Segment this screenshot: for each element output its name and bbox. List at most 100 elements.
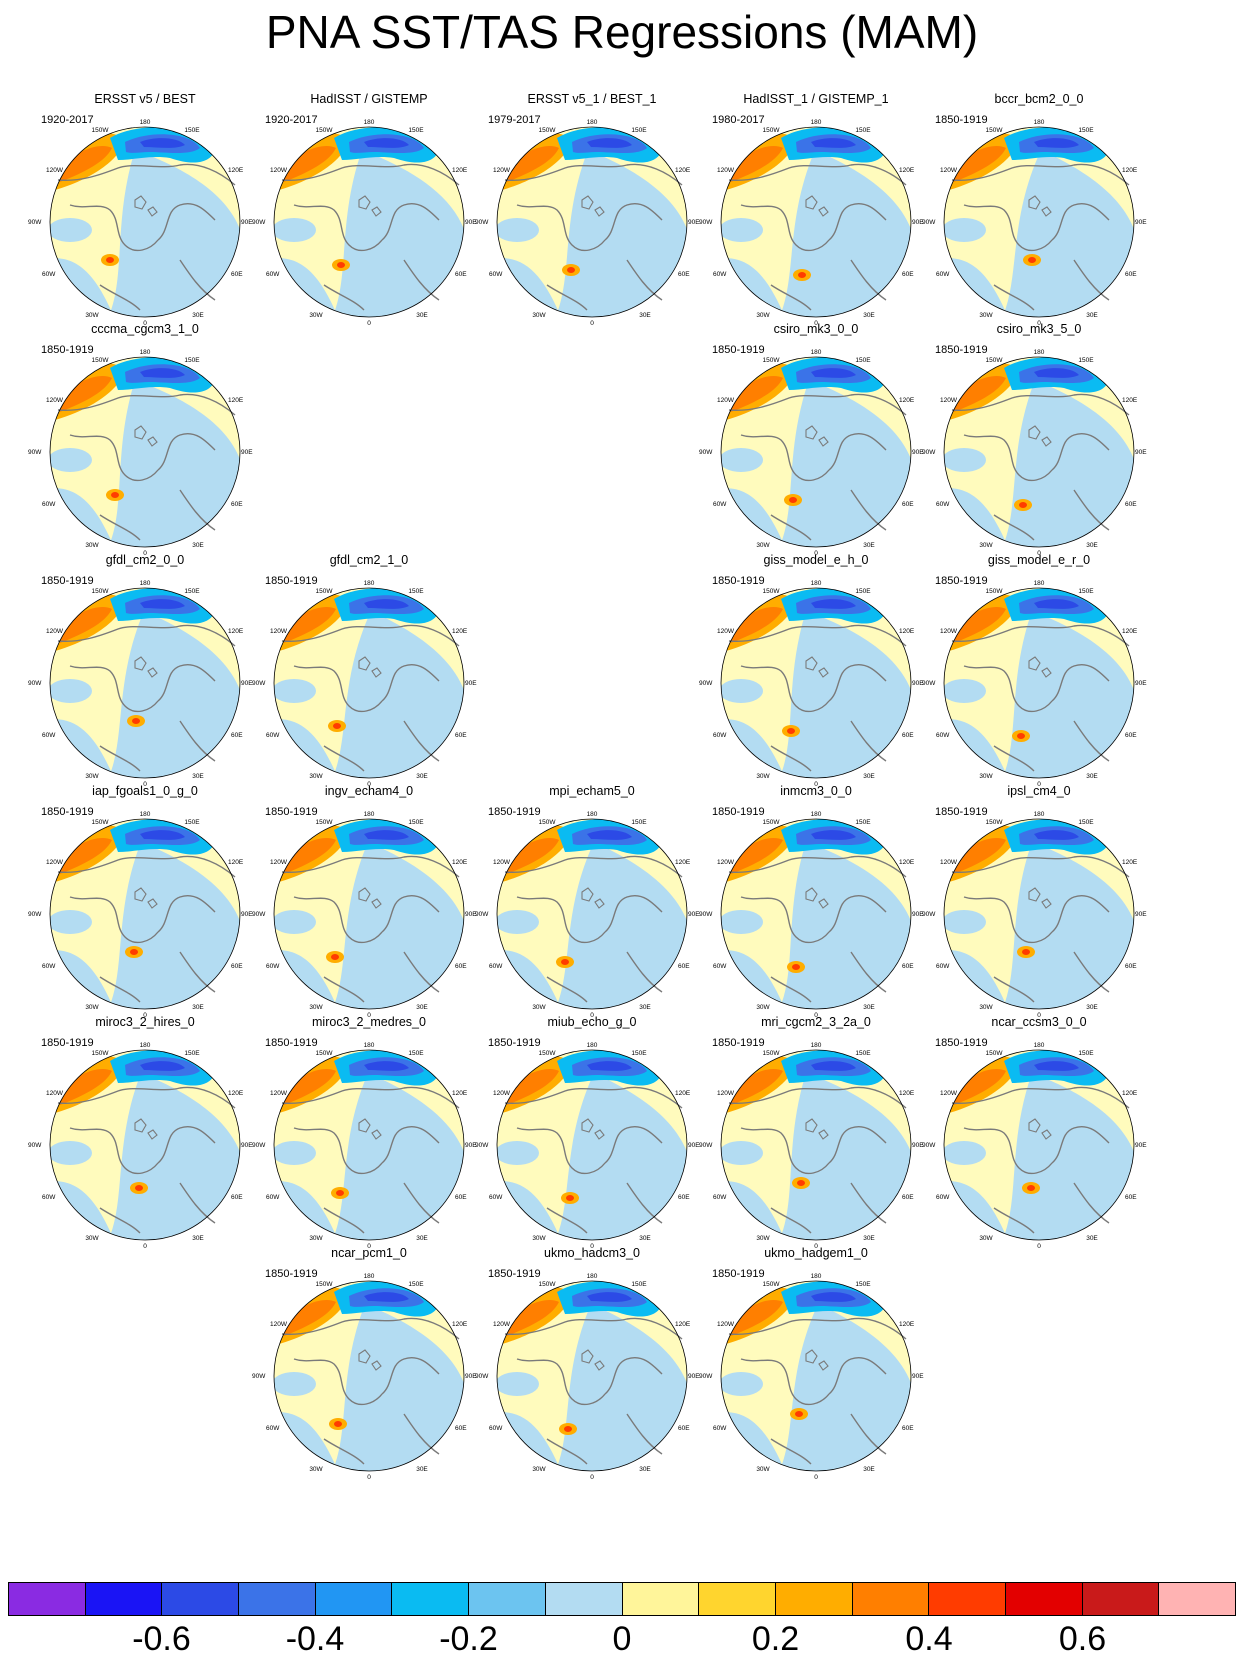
longitude-label: 60W — [713, 963, 727, 970]
longitude-label: 30E — [1086, 312, 1098, 319]
longitude-label: 180 — [1034, 1042, 1045, 1049]
longitude-label: 0 — [590, 1243, 594, 1250]
panel-period: 1850-1919 — [265, 575, 318, 587]
longitude-label: 120W — [46, 167, 64, 174]
longitude-label: 30W — [309, 1004, 323, 1011]
longitude-label: 120W — [493, 167, 511, 174]
longitude-label: 60E — [231, 271, 243, 278]
longitude-label: 30W — [532, 1235, 546, 1242]
longitude-label: 150W — [763, 1281, 781, 1288]
longitude-label: 90E — [912, 219, 924, 226]
longitude-label: 180 — [140, 349, 151, 356]
longitude-label: 90E — [688, 219, 700, 226]
longitude-label: 60W — [42, 732, 56, 739]
longitude-label: 30W — [85, 1235, 99, 1242]
panel-period: 1850-1919 — [935, 575, 988, 587]
longitude-label: 90E — [912, 911, 924, 918]
longitude-label: 120W — [46, 1090, 64, 1097]
panel-title: ukmo_hadgem1_0 — [764, 1246, 868, 1260]
longitude-label: 180 — [140, 811, 151, 818]
longitude-label: 90W — [699, 1373, 713, 1380]
longitude-label: 150W — [316, 819, 334, 826]
map-panel: csiro_mk3_5_0 180 150W 150E 120W 120E 90W 90E 60… — [922, 322, 1147, 562]
longitude-label: 180 — [811, 811, 822, 818]
colorbar-tick-label: 0.2 — [751, 1620, 800, 1658]
longitude-label: 90W — [699, 1142, 713, 1149]
longitude-label: 60E — [902, 501, 914, 508]
longitude-label: 150W — [986, 588, 1004, 595]
longitude-label: 30W — [309, 1235, 323, 1242]
longitude-label: 120E — [899, 1090, 915, 1097]
longitude-label: 120E — [899, 859, 915, 866]
longitude-label: 90W — [28, 449, 42, 456]
longitude-label: 30W — [85, 312, 99, 319]
colorbar-swatch — [469, 1583, 546, 1615]
longitude-label: 180 — [587, 811, 598, 818]
map-panel: inmcm3_0_0 180 150W 150E 120W 120E 90W 90E 60W 60… — [699, 784, 924, 1024]
longitude-label: 60W — [713, 501, 727, 508]
longitude-label: 60W — [42, 1194, 56, 1201]
longitude-label: 30E — [1086, 542, 1098, 549]
longitude-label: 120W — [717, 859, 735, 866]
longitude-label: 60E — [678, 271, 690, 278]
panel-title: miub_echo_g_0 — [547, 1015, 637, 1029]
longitude-label: 120W — [270, 1321, 288, 1328]
longitude-label: 60E — [902, 963, 914, 970]
longitude-label: 30W — [979, 1004, 993, 1011]
longitude-label: 150E — [408, 588, 424, 595]
longitude-label: 150E — [631, 1050, 647, 1057]
panel-period: 1850-1919 — [712, 1037, 765, 1049]
longitude-label: 60W — [266, 732, 280, 739]
panel-title: ERSST v5 / BEST — [94, 92, 196, 106]
longitude-label: 150E — [184, 357, 200, 364]
longitude-label: 120W — [46, 397, 64, 404]
panel-title: gfdl_cm2_1_0 — [329, 553, 409, 567]
longitude-label: 180 — [1034, 580, 1045, 587]
longitude-label: 60E — [231, 1194, 243, 1201]
panel-period: 1850-1919 — [41, 575, 94, 587]
panel-title: gfdl_cm2_0_0 — [105, 553, 185, 567]
panel-period: 1850-1919 — [935, 1037, 988, 1049]
longitude-label: 60E — [1125, 271, 1137, 278]
longitude-label: 180 — [364, 811, 375, 818]
longitude-label: 90E — [465, 911, 477, 918]
longitude-label: 0 — [1037, 320, 1041, 327]
map-panel: giss_model_e_h_0 180 150W 150E 120W 120E 90W 90… — [699, 553, 924, 793]
longitude-label: 30W — [309, 1466, 323, 1473]
panel-period: 1850-1919 — [712, 806, 765, 818]
map-panel: miub_echo_g_0 180 150W 150E 120W 120E 90W 90E 60… — [475, 1015, 700, 1255]
longitude-label: 120W — [46, 859, 64, 866]
longitude-label: 120E — [228, 859, 244, 866]
longitude-label: 90W — [699, 449, 713, 456]
colorbar-swatch — [239, 1583, 316, 1615]
longitude-label: 90E — [1135, 449, 1147, 456]
colorbar-swatch — [315, 1583, 393, 1615]
longitude-label: 120W — [270, 628, 288, 635]
longitude-label: 30W — [756, 1466, 770, 1473]
panel-period: 1850-1919 — [712, 575, 765, 587]
longitude-label: 150W — [763, 127, 781, 134]
longitude-label: 150E — [408, 819, 424, 826]
longitude-label: 0 — [1037, 1243, 1041, 1250]
longitude-label: 150W — [763, 588, 781, 595]
longitude-label: 150E — [855, 1050, 871, 1057]
panel-title: mpi_echam5_0 — [549, 784, 635, 798]
longitude-label: 120W — [717, 397, 735, 404]
longitude-label: 60E — [231, 963, 243, 970]
longitude-label: 180 — [811, 1273, 822, 1280]
longitude-label: 120W — [270, 859, 288, 866]
longitude-label: 120W — [717, 1321, 735, 1328]
longitude-label: 150W — [92, 357, 110, 364]
longitude-label: 150W — [316, 1281, 334, 1288]
longitude-label: 30E — [416, 1466, 428, 1473]
longitude-label: 150E — [184, 819, 200, 826]
polar-map: 180 150W 150E 120W 120E 90W 90E 60W 60E 30W 30E 0 — [699, 1273, 924, 1481]
colorbar-tick-label: 0.6 — [1058, 1620, 1107, 1658]
longitude-label: 90W — [252, 1373, 266, 1380]
longitude-label: 180 — [587, 1273, 598, 1280]
longitude-label: 90E — [465, 1373, 477, 1380]
panel-title: mri_cgcm2_3_2a_0 — [761, 1015, 871, 1029]
panel-period: 1850-1919 — [488, 1268, 541, 1280]
colorbar-swatch — [1005, 1583, 1083, 1615]
longitude-label: 120W — [940, 1090, 958, 1097]
